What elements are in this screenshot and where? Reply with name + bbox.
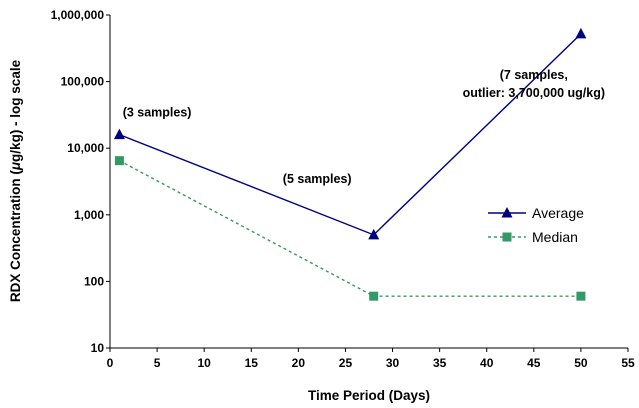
average-point (368, 228, 380, 240)
y-tick-label: 10,000 (67, 141, 104, 155)
series-median (114, 156, 586, 301)
average-line (119, 33, 582, 236)
x-tick-label: 10 (198, 356, 212, 370)
legend-item-median: Median (488, 229, 578, 245)
x-tick-label: 25 (339, 356, 353, 370)
annotation-line: (5 samples) (283, 172, 352, 186)
annotation: (7 samples, outlier: 3,700,000 ug/kg) (463, 68, 605, 100)
legend-marker (502, 232, 512, 242)
annotation: (5 samples) (283, 172, 352, 186)
x-ticks: 0 5 10 15 20 25 30 35 40 45 50 55 (107, 348, 635, 370)
annotation-line: (7 samples, (500, 68, 568, 82)
y-tick-label: 1,000,000 (51, 8, 105, 22)
annotation-line: outlier: 3,700,000 ug/kg) (463, 86, 605, 100)
series-layer (113, 27, 587, 301)
y-axis-title: RDX Concentration (μg/kg) - log scale (8, 59, 23, 302)
x-tick-label: 20 (292, 356, 306, 370)
median-point (114, 156, 124, 166)
x-tick-label: 0 (107, 356, 114, 370)
plot-area: 10 100 1,000 10,000 100,000 1,000,000 0 5 10 15 2… (51, 8, 635, 370)
x-tick-label: 55 (621, 356, 635, 370)
y-tick-label: 100,000 (61, 75, 105, 89)
annotation: (3 samples) (123, 105, 192, 119)
average-point (575, 27, 587, 39)
x-axis-title: Time Period (Days) (308, 388, 430, 403)
x-tick-label: 40 (480, 356, 494, 370)
annotation-line: (3 samples) (123, 105, 192, 119)
y-tick-label: 1,000 (74, 208, 104, 222)
average-point (113, 128, 125, 140)
legend-label: Median (532, 229, 578, 245)
median-point (576, 291, 586, 301)
median-point (369, 291, 379, 301)
legend-item-average: Average (488, 205, 584, 221)
annotations: (3 samples) (5 samples) (7 samples, outlier… (123, 68, 605, 186)
y-axis-title-mu: μ (8, 162, 23, 171)
series-average (113, 27, 587, 240)
x-tick-label: 30 (386, 356, 400, 370)
y-axis-title-suffix: g/kg) - log scale (8, 59, 23, 162)
legend-label: Average (532, 205, 584, 221)
legend: Average Median (488, 205, 584, 245)
x-tick-label: 35 (433, 356, 447, 370)
x-tick-label: 15 (245, 356, 259, 370)
x-tick-label: 5 (154, 356, 161, 370)
x-tick-label: 45 (527, 356, 541, 370)
y-tick-label: 100 (84, 274, 104, 288)
x-tick-label: 50 (574, 356, 588, 370)
y-ticks: 10 100 1,000 10,000 100,000 1,000,000 (51, 8, 110, 355)
y-tick-label: 10 (91, 341, 105, 355)
y-axis-title-prefix: RDX Concentration ( (8, 170, 23, 303)
legend-marker (501, 207, 513, 218)
